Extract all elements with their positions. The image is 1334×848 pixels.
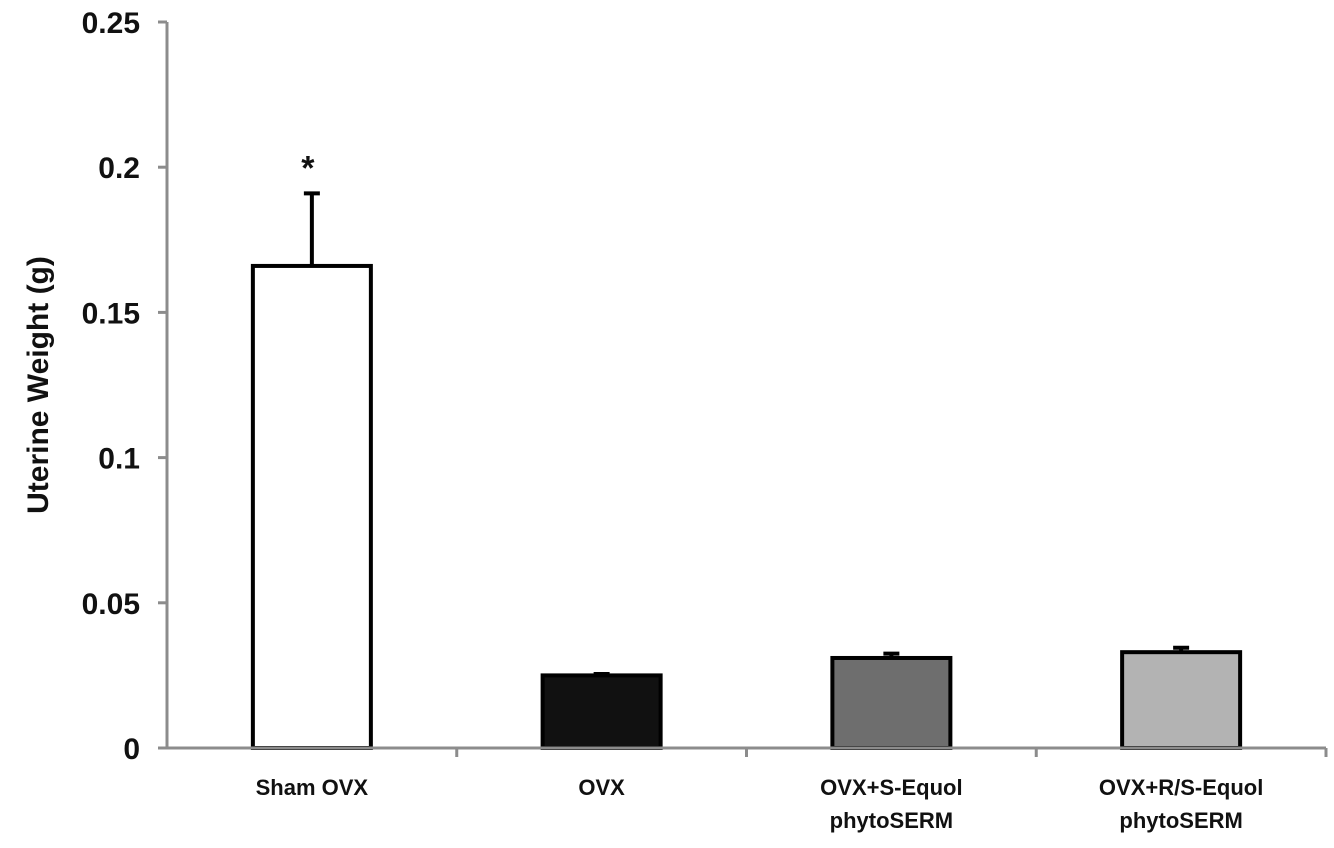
y-tick-label: 0.05 — [82, 588, 140, 621]
error-bars-group — [303, 191, 1190, 676]
x-tick-label: phytoSERM — [830, 808, 953, 833]
y-tick-label: 0.25 — [82, 7, 140, 40]
bar — [540, 673, 663, 751]
x-tick-label: OVX+R/S-Equol — [1099, 775, 1263, 800]
y-tick-label: 0 — [123, 733, 140, 766]
y-tick-label: 0.15 — [82, 297, 140, 330]
bar — [1120, 650, 1243, 751]
x-tick-label: Sham OVX — [256, 775, 369, 800]
bars-group — [250, 263, 1243, 751]
y-tick-label: 0.1 — [98, 443, 140, 476]
bar — [250, 263, 373, 750]
x-ticks-group: Sham OVX OVX OVX+S-Equol phytoSERM OVX+R/S-E… — [256, 748, 1328, 833]
bar — [830, 655, 953, 751]
significance-annotation: * — [301, 149, 315, 187]
x-tick-label: phytoSERM — [1119, 808, 1242, 833]
y-tick-label: 0.2 — [98, 152, 140, 185]
annotations-group: * — [301, 149, 315, 187]
x-tick-label: OVX+S-Equol — [820, 775, 962, 800]
x-tick-label: OVX — [578, 775, 625, 800]
y-ticks-group: 0 0.05 0.1 0.15 0.2 0.25 — [82, 7, 167, 766]
y-axis-label: Uterine Weight (g) — [22, 256, 55, 514]
